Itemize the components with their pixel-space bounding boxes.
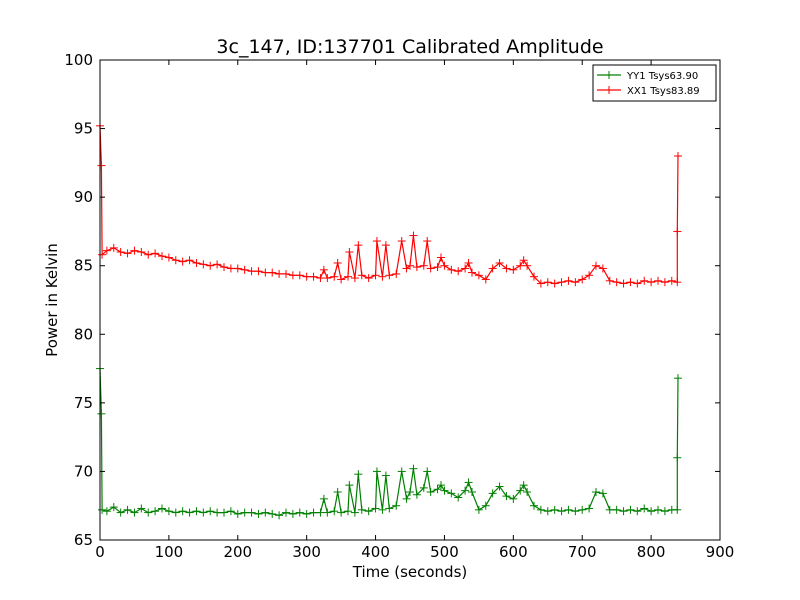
legend-box: [592, 64, 717, 102]
x-tick-label: 800: [637, 543, 666, 561]
series-1: [96, 364, 682, 520]
x-tick-label: 200: [223, 543, 252, 561]
y-tick-label: 70: [74, 462, 93, 480]
x-tick-label: 500: [430, 543, 459, 561]
y-tick-label: 65: [74, 531, 93, 549]
series-line: [99, 368, 679, 516]
legend-label: YY1 Tsys63.90: [626, 71, 698, 82]
legend-label: XX1 Tsys83.89: [627, 86, 700, 97]
ticks-layer: 0 100 200 300 400 500 600 700 800 900 65 70 75 80 85 90…: [64, 51, 734, 561]
y-tick-label: 95: [74, 120, 93, 138]
chart-title: 3c_147, ID:137701 Calibrated Amplitude: [216, 36, 603, 58]
x-axis-label: Time (seconds): [352, 563, 468, 581]
x-tick-label: 700: [568, 543, 597, 561]
series-2: [96, 121, 682, 288]
y-tick-label: 75: [74, 394, 93, 412]
x-tick-label: 400: [361, 543, 390, 561]
series-layer: [96, 121, 682, 520]
y-tick-label: 90: [74, 188, 93, 206]
legend-entry: XX1 Tsys83.89: [597, 86, 700, 97]
x-tick-label: 300: [292, 543, 321, 561]
y-tick-label: 85: [74, 257, 93, 275]
y-axis-label: Power in Kelvin: [43, 243, 61, 357]
y-tick-label: 100: [64, 51, 93, 69]
plot-frame: [99, 59, 721, 541]
y-tick-label: 80: [74, 325, 93, 343]
legend: YY1 Tsys63.90 XX1 Tsys83.89: [592, 64, 717, 102]
x-tick-label: 900: [706, 543, 735, 561]
x-tick-label: 600: [499, 543, 528, 561]
legend-entry: YY1 Tsys63.90: [597, 71, 698, 82]
x-tick-label: 0: [95, 543, 105, 561]
x-tick-label: 100: [155, 543, 184, 561]
